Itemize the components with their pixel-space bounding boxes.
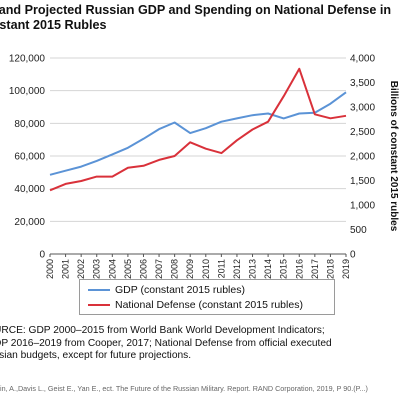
x-tick-label: 2012 [232, 259, 242, 279]
y-right-tick-label: 3,500 [350, 78, 375, 89]
y-right-tick-label: 500 [350, 225, 367, 236]
x-tick-label: 2004 [107, 259, 117, 279]
y-right-tick-label: 1,500 [350, 176, 375, 187]
x-tick-label: 2018 [325, 259, 335, 279]
x-tick-label: 2001 [61, 259, 71, 279]
x-tick-label: 2019 [341, 259, 351, 279]
x-tick-label: 2016 [294, 259, 304, 279]
legend-label-defense: National Defense (constant 2015 rubles) [115, 299, 303, 311]
x-tick-label: 2017 [310, 259, 320, 279]
x-tick-label: 2013 [248, 259, 258, 279]
gdp-series-line [49, 91, 347, 176]
y-left-tick-label: 20,000 [14, 217, 45, 228]
citation: abin, A.,Davis L., Geist E., Yan E., ect… [0, 384, 368, 393]
y-left-tick-label: 40,000 [14, 184, 45, 195]
x-tick-label: 2003 [92, 259, 102, 279]
legend-swatch-defense [88, 303, 110, 307]
chart-legend: GDP (constant 2015 rubles) National Defe… [79, 279, 335, 315]
x-tick-label: 2006 [138, 259, 148, 279]
y-right-tick-label: 0 [350, 250, 356, 261]
x-tick-label: 2005 [123, 259, 133, 279]
y-right-tick-label: 4,000 [350, 54, 375, 65]
legend-label-gdp: GDP (constant 2015 rubles) [115, 284, 245, 296]
y-right-tick-label: 3,000 [350, 103, 375, 114]
y-right-tick-label: 1,000 [350, 201, 375, 212]
y-right-axis-label: Billions of constant 2015 rubles [388, 81, 399, 232]
source-line-2: DP 2016–2019 from Cooper, 2017; National… [0, 337, 332, 349]
x-tick-label: 2002 [76, 259, 86, 279]
y-left-tick-label: 0 [39, 250, 45, 261]
x-tick-label: 2008 [170, 259, 180, 279]
chart-title: st and Projected Russian GDP and Spendin… [0, 3, 400, 33]
y-left-tick-label: 60,000 [14, 152, 45, 163]
x-tick-label: 2010 [201, 259, 211, 279]
legend-swatch-gdp [88, 288, 110, 292]
source-note: URCE: GDP 2000–2015 from World Bank Worl… [0, 325, 400, 363]
y-left-tick-label: 100,000 [9, 86, 46, 97]
y-left-tick-label: 120,000 [9, 54, 46, 65]
chart-title-line-2: onstant 2015 Rubles [0, 18, 107, 32]
x-tick-label: 2000 [45, 259, 55, 279]
x-tick-label: 2007 [154, 259, 164, 279]
x-tick-label: 2014 [263, 259, 273, 279]
x-tick-label: 2009 [185, 259, 195, 279]
y-left-tick-label: 80,000 [14, 119, 45, 130]
x-tick-label: 2015 [279, 259, 289, 279]
source-line-3: ssian budgets, except for future project… [0, 350, 192, 362]
y-right-tick-label: 2,500 [350, 127, 375, 138]
defense-series-line [49, 67, 347, 192]
y-right-tick-label: 2,000 [350, 152, 375, 163]
x-tick-label: 2011 [216, 259, 226, 278]
legend-item-gdp: GDP (constant 2015 rubles) [88, 283, 245, 297]
source-line-1: URCE: GDP 2000–2015 from World Bank Worl… [0, 325, 325, 336]
chart-title-line-1: st and Projected Russian GDP and Spendin… [0, 3, 392, 17]
legend-item-defense: National Defense (constant 2015 rubles) [88, 298, 303, 312]
